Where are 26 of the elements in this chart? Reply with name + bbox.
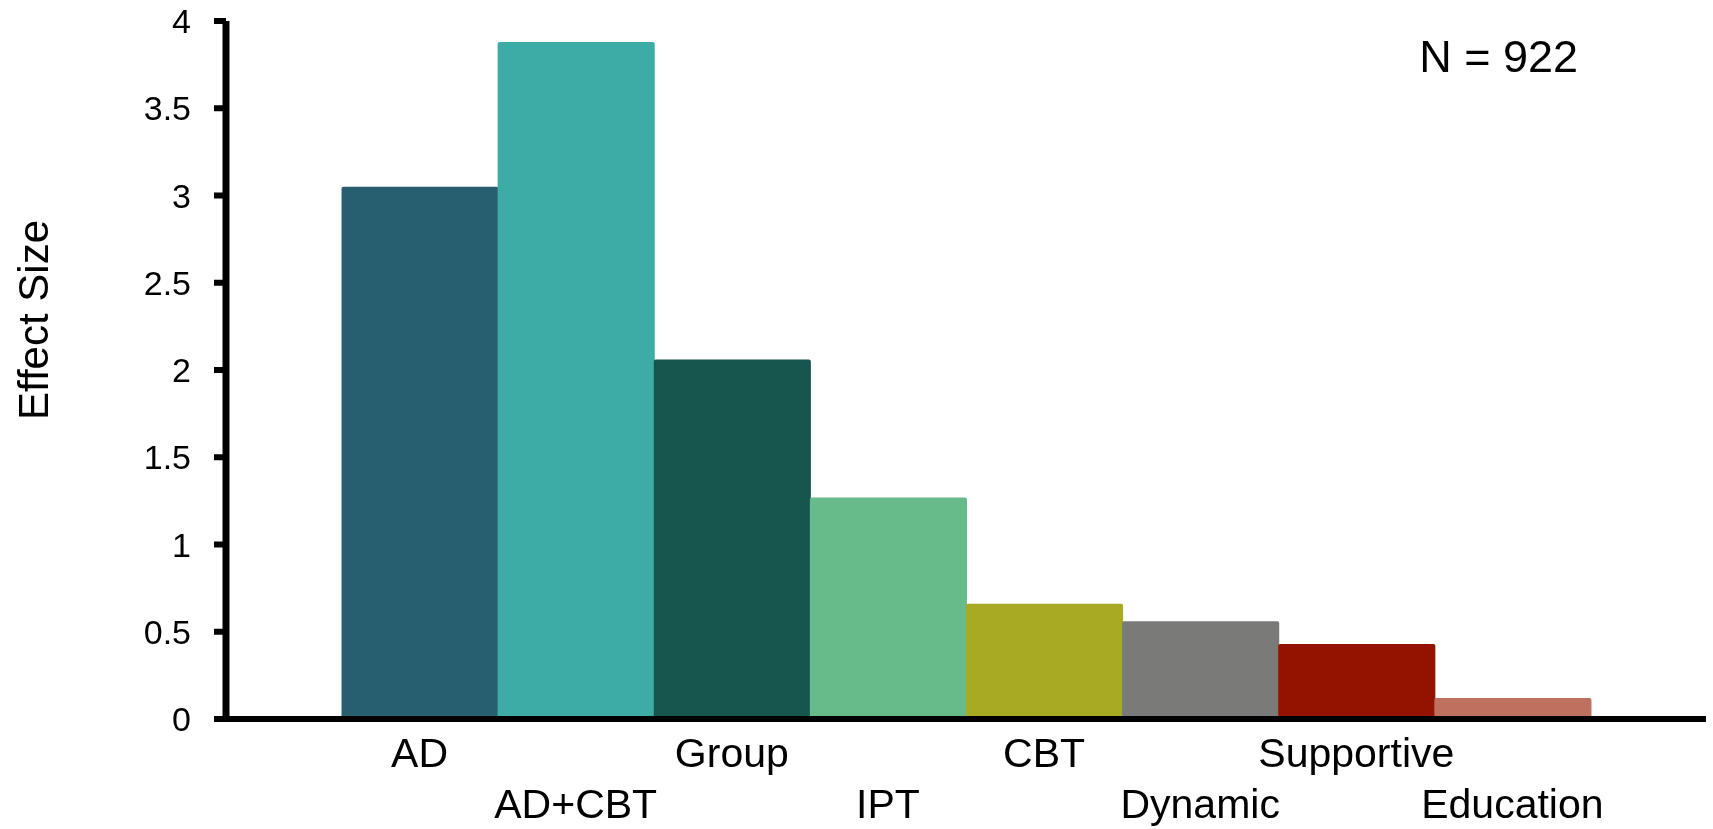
y-tick-label: 3.5: [143, 89, 191, 128]
x-tick-label: CBT: [1003, 730, 1086, 776]
bar: [1122, 621, 1280, 719]
x-tick-label: Supportive: [1258, 730, 1455, 776]
y-tick-label: 1.5: [143, 438, 191, 477]
x-tick-label: Group: [674, 730, 789, 776]
x-tick-label: AD+CBT: [494, 781, 658, 827]
bar: [653, 359, 811, 719]
y-tick-label: 2.5: [143, 263, 191, 302]
x-tick-label: Dynamic: [1120, 781, 1280, 827]
y-tick-label: 0: [172, 700, 191, 739]
x-tick-label: Education: [1421, 781, 1604, 827]
x-tick-label: AD: [391, 730, 449, 776]
x-tick-label: IPT: [856, 781, 920, 827]
y-axis-title: Effect Size: [10, 220, 57, 420]
y-tick-label: 0.5: [143, 612, 191, 651]
bar: [1278, 643, 1436, 719]
y-tick-label: 2: [172, 351, 191, 390]
y-tick-label: 3: [172, 176, 191, 215]
bar: [966, 603, 1124, 719]
bar: [809, 497, 967, 719]
y-tick-label: 4: [172, 2, 191, 41]
y-tick-label: 1: [172, 525, 191, 564]
bar: [341, 186, 499, 719]
annotation: N = 922: [1419, 31, 1578, 82]
bar: [497, 41, 655, 719]
